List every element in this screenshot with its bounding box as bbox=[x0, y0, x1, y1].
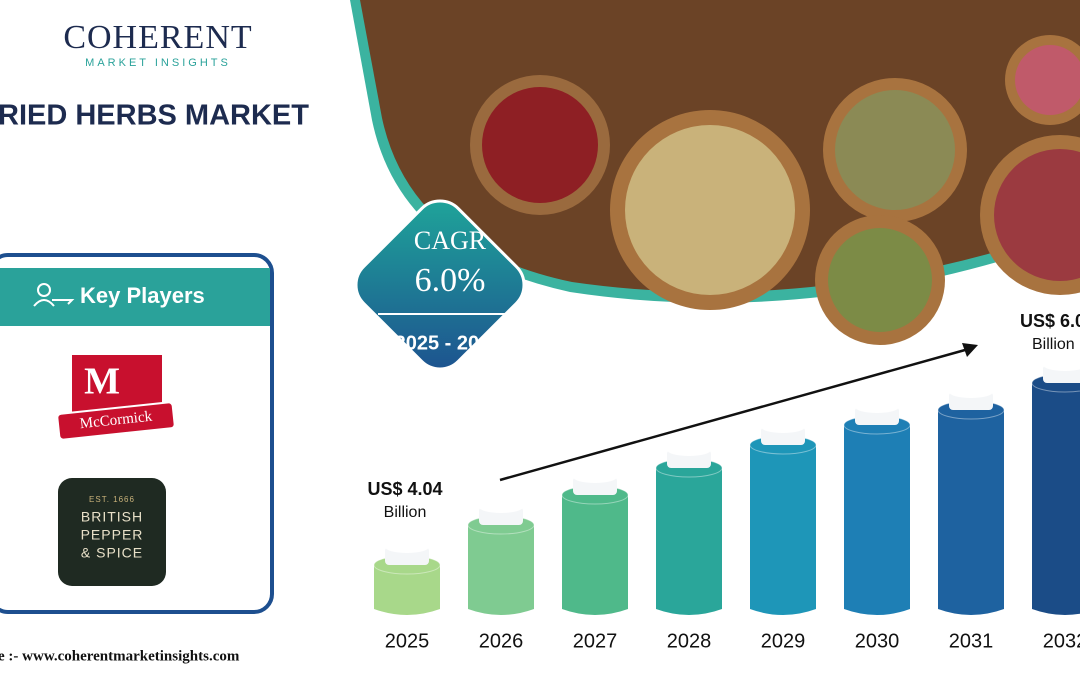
bar-cap-top bbox=[385, 541, 429, 553]
year-label: 2028 bbox=[667, 630, 712, 652]
cagr-diamond bbox=[354, 199, 526, 371]
bars: 2025 2026 2027 2028 2029 2030 2031 2032 bbox=[373, 359, 1080, 652]
player-name: McCormick bbox=[79, 409, 153, 433]
year-label: 2031 bbox=[949, 630, 994, 652]
bps-lines: EST. 1666 BRITISH PEPPER & SPICE bbox=[81, 495, 144, 561]
bar bbox=[656, 468, 722, 615]
players-icon bbox=[33, 283, 75, 307]
end-value: US$ 6.0 bbox=[1020, 311, 1080, 331]
source: e :- www.coherentmarketinsights.com bbox=[0, 648, 240, 664]
bar-cap-top bbox=[761, 421, 805, 433]
mccormick-banner bbox=[56, 401, 176, 441]
players-heading: Key Players bbox=[80, 283, 205, 308]
start-value: US$ 4.04 bbox=[367, 479, 442, 499]
bar-cap-top bbox=[667, 444, 711, 456]
bps-line: EST. 1666 bbox=[89, 495, 135, 504]
bar-cap-top bbox=[855, 401, 899, 413]
year-label: 2030 bbox=[855, 630, 900, 652]
bar bbox=[562, 495, 628, 615]
bps-line: BRITISH bbox=[81, 509, 143, 525]
bps-line: & SPICE bbox=[81, 545, 143, 561]
bar-cap-top bbox=[949, 386, 993, 398]
growth-arrow bbox=[499, 348, 966, 482]
bar-cap-top bbox=[479, 501, 523, 513]
logo-name: COHERENT bbox=[63, 19, 252, 56]
bar bbox=[750, 445, 816, 615]
players-header bbox=[0, 268, 270, 326]
growth-arrowhead bbox=[962, 343, 978, 357]
bar bbox=[938, 410, 1004, 615]
year-label: 2029 bbox=[761, 630, 806, 652]
bps-line: PEPPER bbox=[81, 527, 144, 543]
mccormick-mark: M bbox=[84, 361, 120, 403]
cagr-arrowhead bbox=[512, 308, 524, 320]
cagr-period: 2025 - 2032 bbox=[395, 332, 502, 354]
bar bbox=[468, 525, 534, 615]
bowls bbox=[470, 35, 1080, 345]
bar-cap-top bbox=[1043, 359, 1080, 371]
bps-logo bbox=[58, 478, 166, 586]
year-label: 2032 bbox=[1043, 630, 1080, 652]
year-label: 2025 bbox=[385, 630, 430, 652]
title: RIED HERBS MARKET bbox=[0, 100, 309, 132]
bar bbox=[1032, 383, 1080, 615]
year-label: 2026 bbox=[479, 630, 524, 652]
bar bbox=[844, 425, 910, 615]
cagr-label: CAGR bbox=[414, 226, 487, 255]
logo-tagline: MARKET INSIGHTS bbox=[85, 57, 231, 69]
bar bbox=[374, 565, 440, 615]
end-unit: Billion bbox=[1032, 336, 1075, 353]
bar-cap-top bbox=[573, 471, 617, 483]
start-unit: Billion bbox=[384, 504, 427, 521]
year-label: 2027 bbox=[573, 630, 618, 652]
cagr-value: 6.0% bbox=[415, 262, 486, 299]
